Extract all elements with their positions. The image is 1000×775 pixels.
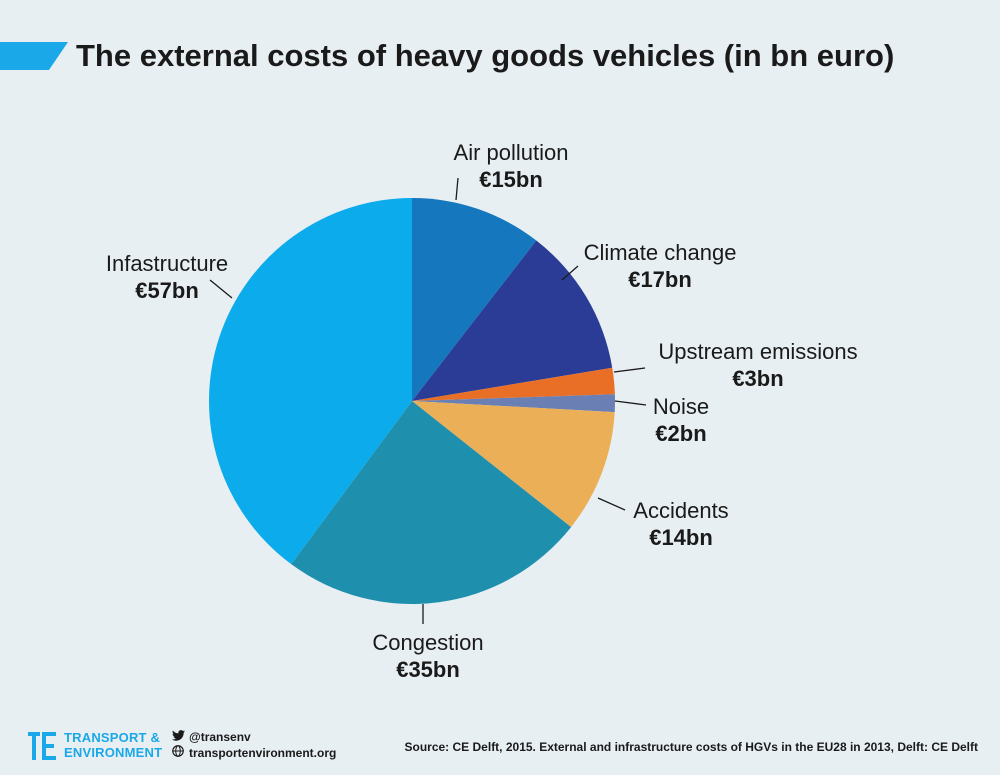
- slice-label: Climate change: [584, 240, 737, 265]
- slice-value-label: €2bn: [655, 421, 706, 446]
- brand-name-line1: TRANSPORT &: [64, 730, 161, 745]
- slice-value-label: €3bn: [732, 366, 783, 391]
- leader-line: [597, 497, 626, 511]
- slice-label: Air pollution: [454, 140, 569, 165]
- twitter-handle: @transenv: [189, 730, 251, 744]
- brand-name-line2: ENVIRONMENT: [64, 745, 163, 760]
- leader-line: [209, 279, 233, 299]
- leader-lines: [209, 177, 647, 624]
- pie-slice-noise: [412, 394, 615, 413]
- pie-slice-air-pollution: [412, 198, 537, 401]
- pie-slices: [208, 198, 615, 605]
- slice-labels: Air pollution€15bn Climate change€17bn Ups…: [106, 140, 858, 682]
- slice-value-label: €15bn: [479, 167, 543, 192]
- slice-value-label: €35bn: [396, 657, 460, 682]
- pie-slice-climate-change: [412, 240, 613, 401]
- twitter-bird-icon: [172, 730, 186, 744]
- twitter-link[interactable]: @transenv: [172, 730, 251, 744]
- slice-label: Noise: [653, 394, 709, 419]
- slice-value-label: €57bn: [135, 278, 199, 303]
- slice-label: Congestion: [372, 630, 483, 655]
- pie-slice-upstream-emissions: [412, 367, 615, 401]
- pie-chart: Air pollution€15bn Climate change€17bn Ups…: [106, 140, 858, 682]
- pie-slice-infastructure: [208, 198, 412, 565]
- leader-line: [614, 400, 647, 406]
- leader-line: [613, 367, 646, 373]
- website-url: transportenvironment.org: [189, 746, 337, 760]
- slice-label: Infastructure: [106, 251, 228, 276]
- slice-value-label: €17bn: [628, 267, 692, 292]
- footer: TRANSPORT & ENVIRONMENT @transenv transp…: [0, 725, 1000, 775]
- source-note: Source: CE Delft, 2015. External and inf…: [404, 740, 979, 754]
- te-logo-icon: [28, 732, 56, 760]
- pie-slice-accidents: [412, 401, 615, 528]
- website-link[interactable]: transportenvironment.org: [172, 745, 336, 760]
- leader-line: [561, 265, 579, 281]
- chart-title: The external costs of heavy goods vehicl…: [76, 38, 895, 73]
- slice-label: Accidents: [633, 498, 728, 523]
- slice-value-label: €14bn: [649, 525, 713, 550]
- leader-line: [455, 177, 459, 201]
- title-bar: The external costs of heavy goods vehicl…: [0, 36, 1000, 76]
- globe-icon: [172, 745, 186, 760]
- pie-slice-congestion: [291, 401, 572, 605]
- slice-label: Upstream emissions: [658, 339, 857, 364]
